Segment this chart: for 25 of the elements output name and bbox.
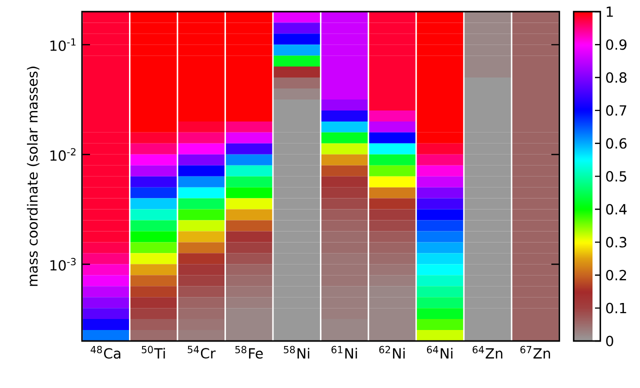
color-bar-label: 1 bbox=[606, 6, 613, 17]
x-tick-label: $^{61}$Ni bbox=[332, 346, 357, 358]
y-tick-label: 10$^{-1}$ bbox=[50, 38, 76, 51]
x-tick-label: $^{58}$Ni bbox=[284, 346, 310, 358]
x-tick-label: $^{64}$Zn bbox=[472, 346, 502, 358]
color-bar-label: 0.1 bbox=[606, 302, 626, 314]
color-bar-label: 0.8 bbox=[606, 72, 626, 83]
y-tick-label: 10$^{-3}$ bbox=[50, 258, 76, 271]
color-bar-label: 0.3 bbox=[606, 236, 626, 248]
color-bar-label: 0.5 bbox=[606, 171, 626, 182]
color-bar-label: 0.4 bbox=[606, 204, 627, 215]
color-bar-label: 0 bbox=[606, 336, 614, 346]
x-tick-label: $^{50}$Ti bbox=[142, 346, 165, 358]
color-bar-label: 0.9 bbox=[606, 39, 626, 50]
x-tick-label: $^{54}$Cr bbox=[188, 346, 216, 359]
color-bar-label: 0.7 bbox=[606, 105, 626, 116]
x-tick-label: $^{48}$Ca bbox=[90, 346, 120, 359]
y-tick-label: 10$^{-2}$ bbox=[50, 148, 76, 161]
x-tick-label: $^{67}$Zn bbox=[520, 346, 550, 358]
x-tick-label: $^{58}$Fe bbox=[235, 346, 263, 359]
y-axis-title: mass coordinate (solar masses) bbox=[26, 66, 40, 286]
x-tick-label: $^{64}$Ni bbox=[426, 346, 452, 358]
color-bar-label: 0.2 bbox=[606, 270, 626, 280]
x-tick-label: $^{62}$Ni bbox=[379, 346, 405, 358]
color-bar-label: 0.6 bbox=[606, 138, 627, 149]
